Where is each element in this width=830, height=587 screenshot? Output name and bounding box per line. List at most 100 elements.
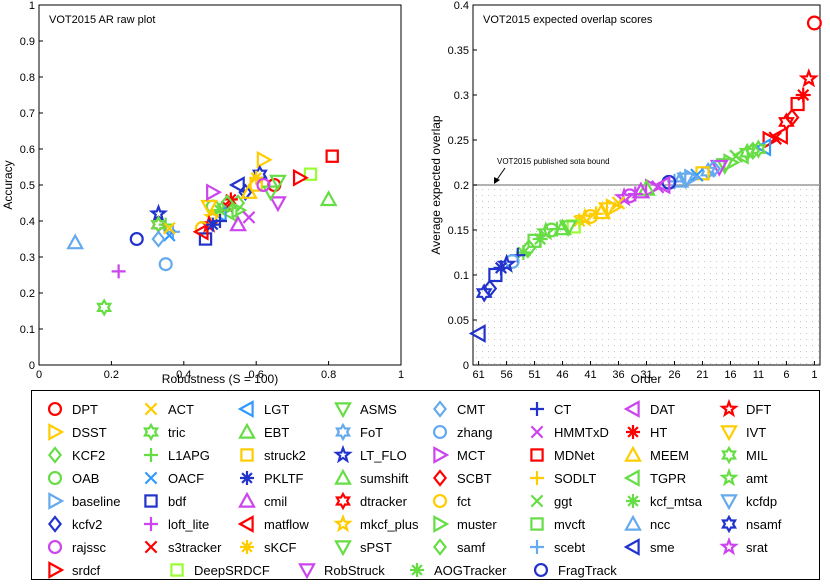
ar-point-act xyxy=(162,221,176,235)
legend-marker xyxy=(144,494,158,508)
legend-item-asms: ASMS xyxy=(330,399,397,419)
legend-marker xyxy=(334,402,352,419)
legend-marker xyxy=(530,517,544,531)
plus-marker-icon xyxy=(530,402,544,416)
circle-marker-icon xyxy=(47,470,63,486)
legend-item-sodlt: SODLT xyxy=(524,468,596,488)
legend-label: kcfdp xyxy=(746,493,778,509)
legend-label: RobStruck xyxy=(324,562,385,578)
legend-marker xyxy=(432,493,448,509)
legend-marker xyxy=(530,471,544,485)
legend-marker xyxy=(626,425,640,439)
eo-x-axis-label: Order xyxy=(631,372,662,386)
legend-marker xyxy=(143,422,159,442)
legend-item-cmt: CMT xyxy=(427,399,485,419)
eo-point-rank-49 xyxy=(535,221,556,241)
legend-item-srdcf: srdcf xyxy=(42,560,100,580)
legend-label: struck2 xyxy=(264,447,306,463)
legend-marker xyxy=(47,446,63,464)
legend-item-rajssc: rajssc xyxy=(42,537,106,557)
eo-plot-title: VOT2015 expected overlap scores xyxy=(483,14,653,26)
legend-item-act: ACT xyxy=(138,399,194,419)
tri-left-marker-icon xyxy=(237,400,254,418)
legend-item-cmil: cmil xyxy=(234,491,287,511)
ar-point-pkltf xyxy=(205,217,220,232)
legend-marker xyxy=(335,422,351,442)
ar-point-skcf xyxy=(249,170,264,185)
diamond-marker-icon xyxy=(432,469,448,487)
eo-point-rank-22 xyxy=(690,168,704,182)
legend-item-oacf: OACF xyxy=(138,468,204,488)
eo-x-tick-label: 1 xyxy=(811,369,817,381)
tri-down-marker-icon xyxy=(334,402,352,419)
expected-overlap-plot: VOT2015 expected overlap scores VOT2015 … xyxy=(429,0,822,386)
legend-marker xyxy=(626,494,640,508)
ar-x-axis-label: Robustness (S = 100) xyxy=(162,372,278,386)
legend-marker xyxy=(719,399,739,418)
ar-plot-frame xyxy=(38,4,402,366)
ar-point-rajssc xyxy=(256,177,271,193)
tri-up-marker-icon xyxy=(238,422,256,439)
legend-item-mkcf_plus: mkcf_plus xyxy=(330,514,419,534)
legend-marker xyxy=(144,471,158,485)
legend-item-dtracker: dtracker xyxy=(330,491,407,511)
ar-point-cmil xyxy=(229,215,247,232)
star-marker-icon xyxy=(333,445,353,464)
hexagram-marker-icon xyxy=(143,422,159,442)
legend-marker xyxy=(237,400,254,418)
tri-up-marker-icon xyxy=(624,514,642,531)
hexagram-marker-icon xyxy=(335,422,351,442)
legend-marker xyxy=(48,561,65,579)
legend-item-kcfv2: kcfv2 xyxy=(42,514,102,534)
legend-marker xyxy=(47,401,63,417)
legend-item-amt: amt xyxy=(716,468,768,488)
legend-marker xyxy=(433,446,450,464)
ar-y-tick-label: 0.9 xyxy=(20,36,35,48)
legend-item-ivt: IVT xyxy=(716,422,766,442)
legend-label: muster xyxy=(457,516,497,532)
legend-item-dsst: DSST xyxy=(42,422,107,442)
eo-point-rank-3 xyxy=(795,87,811,103)
asterisk-marker-icon xyxy=(240,471,254,485)
legend-item-ebt: EBT xyxy=(234,422,289,442)
eo-point-rank-46 xyxy=(553,218,572,236)
eo-point-rank-58 xyxy=(488,267,503,283)
ar-point-fragtrack xyxy=(129,231,144,247)
legend-item-mdnet: MDNet xyxy=(524,445,594,465)
legend-label: rajssc xyxy=(72,539,106,555)
legend-marker xyxy=(144,517,158,531)
legend-label: srat xyxy=(746,539,768,555)
ar-point-loft_lite xyxy=(111,264,126,279)
legend-item-l1apg: L1APG xyxy=(138,445,210,465)
legend-marker xyxy=(48,423,65,441)
ar-plot-title: VOT2015 AR raw plot xyxy=(49,14,155,26)
legend-label: FragTrack xyxy=(558,562,617,578)
legend-label: MCT xyxy=(457,447,486,463)
legend-label: kcfv2 xyxy=(72,516,103,532)
hexagram-marker-icon xyxy=(335,491,351,511)
legend-label: ncc xyxy=(650,516,671,532)
circle-marker-icon xyxy=(47,401,63,417)
eo-x-tick-label: 41 xyxy=(584,369,596,381)
tri-down-marker-icon xyxy=(334,540,352,557)
legend-item-fot: FoT xyxy=(330,422,383,442)
legend-marker xyxy=(721,514,737,534)
legend-marker xyxy=(334,468,352,485)
legend-label: sumshift xyxy=(360,470,409,486)
legend-item-baseline: baseline xyxy=(42,491,120,511)
legend-item-dft: DFT xyxy=(716,399,771,419)
legend-marker xyxy=(623,538,640,556)
ar-point-spst xyxy=(269,174,287,191)
legend-label: nsamf xyxy=(746,516,782,532)
eo-point-rank-36 xyxy=(611,196,626,210)
legend-marker xyxy=(432,469,448,487)
ar-point-mct xyxy=(206,183,223,202)
legend-label: cmil xyxy=(264,493,288,509)
legend-label: kcf_mtsa xyxy=(650,493,703,509)
ar-y-axis-label: Accuracy xyxy=(1,160,15,209)
ar-raw-plot: VOT2015 AR raw plot Robustness (S = 100)… xyxy=(1,0,404,386)
plus-marker-icon xyxy=(144,448,158,462)
legend-label: MEEM xyxy=(650,447,689,463)
eo-x-tick-label: 16 xyxy=(724,369,736,381)
legend-item-nsamf: nsamf xyxy=(716,514,781,534)
